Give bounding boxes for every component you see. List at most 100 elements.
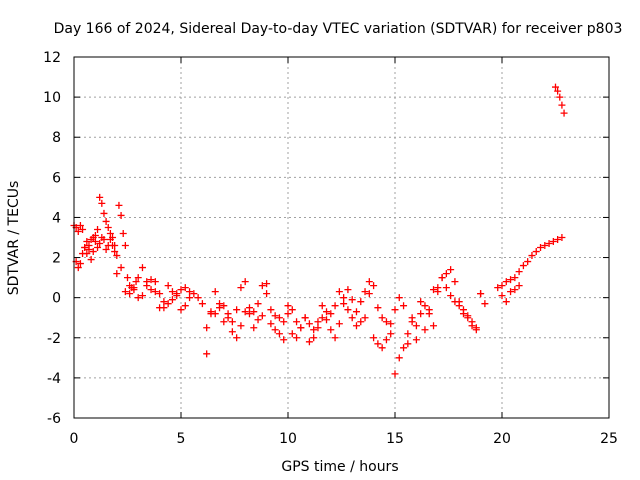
y-axis-label: SDTVAR / TECUs	[6, 181, 22, 296]
data-point	[111, 248, 119, 256]
data-point	[271, 326, 279, 334]
data-point	[126, 290, 134, 298]
data-point	[263, 280, 271, 288]
data-point	[293, 334, 301, 342]
data-point	[280, 336, 288, 344]
data-point	[258, 312, 266, 320]
data-point	[537, 244, 545, 252]
data-point	[442, 284, 450, 292]
data-point	[177, 306, 185, 314]
data-point	[233, 306, 241, 314]
y-tick-label: -2	[47, 331, 61, 347]
data-point	[102, 246, 110, 254]
data-point	[87, 256, 95, 264]
data-point	[370, 334, 378, 342]
data-point	[404, 340, 412, 348]
data-point	[507, 276, 515, 284]
data-point	[147, 286, 155, 294]
data-point	[258, 282, 266, 290]
data-point	[100, 209, 108, 217]
data-point	[408, 314, 416, 322]
data-point	[237, 284, 245, 292]
data-point	[421, 302, 429, 310]
y-tick-label: -6	[47, 411, 61, 427]
data-point	[417, 310, 425, 318]
data-point	[267, 306, 275, 314]
data-point	[498, 282, 506, 290]
data-point	[173, 292, 181, 300]
data-point	[301, 314, 309, 322]
grid-lines	[74, 57, 609, 418]
data-point	[151, 288, 159, 296]
data-point	[91, 231, 99, 239]
data-point	[117, 264, 125, 272]
data-point	[160, 298, 168, 306]
data-point	[100, 236, 108, 244]
data-point	[250, 324, 258, 332]
data-point	[271, 312, 279, 320]
data-point	[502, 278, 510, 286]
data-point	[558, 101, 566, 109]
data-point	[519, 262, 527, 270]
data-point	[361, 288, 369, 296]
y-tick-label: 4	[52, 210, 61, 226]
data-point	[113, 252, 121, 260]
data-point	[314, 318, 322, 326]
data-point	[297, 324, 305, 332]
chart-title: Day 166 of 2024, Sidereal Day-to-day VTE…	[54, 21, 623, 37]
data-point	[186, 288, 194, 296]
data-point	[314, 324, 322, 332]
data-point	[76, 260, 84, 268]
data-point	[102, 217, 110, 225]
data-point	[267, 320, 275, 328]
data-point	[421, 326, 429, 334]
data-points	[70, 83, 568, 378]
data-point	[524, 258, 532, 266]
data-point	[310, 334, 318, 342]
data-point	[378, 314, 386, 322]
data-point	[404, 330, 412, 338]
data-point	[335, 288, 343, 296]
data-point	[459, 310, 467, 318]
data-point	[502, 298, 510, 306]
data-point	[245, 310, 253, 318]
y-tick-label: 6	[52, 170, 61, 186]
x-tick-label: 20	[493, 431, 511, 447]
data-point	[263, 290, 271, 298]
data-point	[83, 238, 91, 246]
x-tick-label: 15	[386, 431, 404, 447]
data-point	[132, 278, 140, 286]
x-tick-label: 10	[279, 431, 297, 447]
data-point	[94, 225, 102, 233]
data-point	[352, 308, 360, 316]
plot-frame	[73, 56, 610, 419]
data-point	[447, 292, 455, 300]
data-point	[211, 288, 219, 296]
data-point	[434, 288, 442, 296]
data-point	[391, 306, 399, 314]
data-point	[104, 223, 112, 231]
data-point	[198, 300, 206, 308]
data-point	[134, 274, 142, 282]
data-point	[134, 294, 142, 302]
data-point	[91, 238, 99, 246]
data-point	[138, 264, 146, 272]
data-point	[552, 83, 559, 91]
data-point	[224, 310, 232, 318]
y-tick-label: 12	[43, 50, 61, 66]
data-point	[327, 310, 335, 318]
data-point	[280, 318, 288, 326]
data-point	[203, 324, 211, 332]
data-point	[374, 304, 382, 312]
data-point	[387, 330, 395, 338]
data-point	[228, 318, 236, 326]
data-point	[400, 344, 408, 352]
data-point	[352, 322, 360, 330]
data-point	[417, 298, 425, 306]
data-point	[275, 330, 283, 338]
data-point	[451, 278, 459, 286]
data-point	[348, 314, 356, 322]
data-point	[511, 274, 519, 282]
data-point	[164, 300, 172, 308]
